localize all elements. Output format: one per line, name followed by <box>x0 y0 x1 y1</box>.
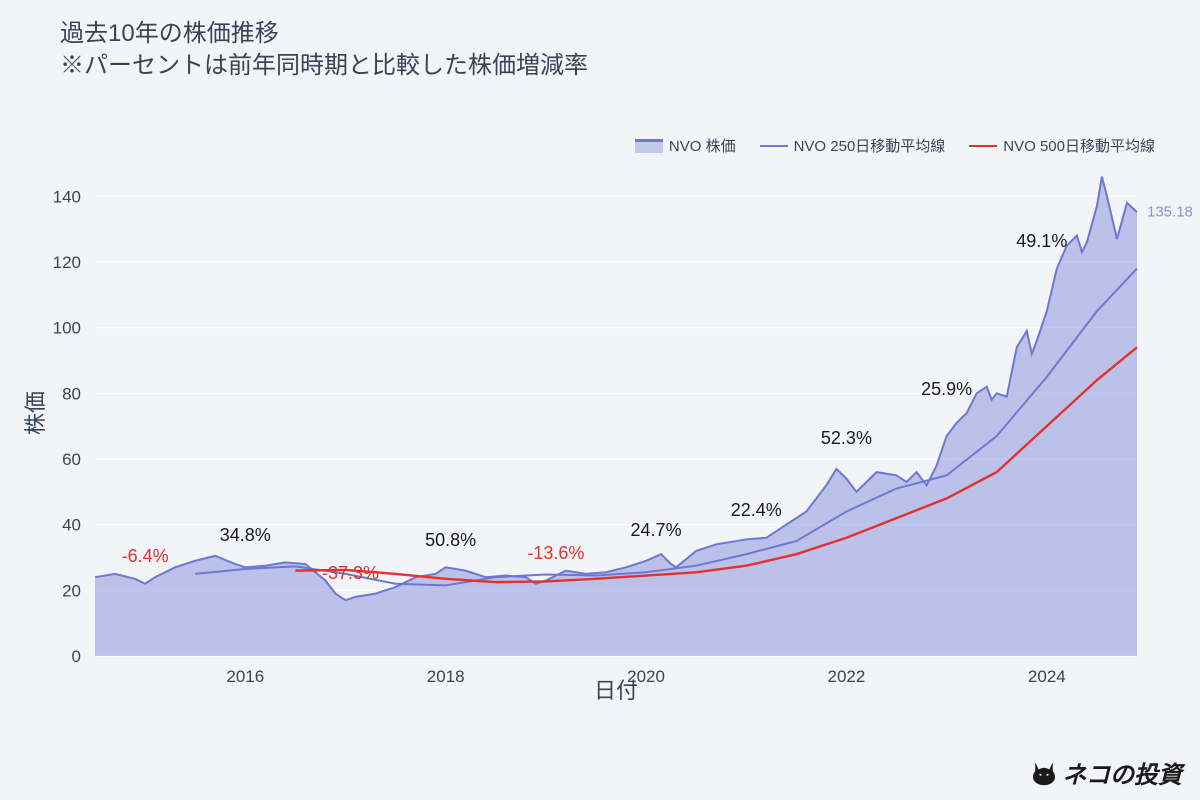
legend-item-ma500: NVO 500日移動平均線 <box>969 135 1155 156</box>
pct-annotation: 49.1% <box>1016 231 1067 252</box>
pct-annotation: 34.8% <box>220 525 271 546</box>
svg-text:120: 120 <box>53 253 81 272</box>
svg-text:20: 20 <box>62 581 81 600</box>
svg-text:2016: 2016 <box>226 667 264 686</box>
legend: NVO 株価 NVO 250日移動平均線 NVO 500日移動平均線 <box>635 135 1155 156</box>
watermark: ネコの投資 <box>1030 755 1182 790</box>
pct-annotation: 25.9% <box>921 379 972 400</box>
svg-text:100: 100 <box>53 319 81 338</box>
legend-item-area: NVO 株価 <box>635 135 736 156</box>
chart-title: 過去10年の株価推移 ※パーセントは前年同時期と比較した株価増減率 <box>0 0 1200 83</box>
pct-annotation: -37.3% <box>322 563 379 584</box>
svg-text:140: 140 <box>53 187 81 206</box>
pct-annotation: 24.7% <box>631 520 682 541</box>
pct-annotation: 22.4% <box>731 500 782 521</box>
svg-text:2018: 2018 <box>427 667 465 686</box>
chart-svg: 02040608010012014020162018202020222024日付… <box>95 170 1155 700</box>
svg-text:株価: 株価 <box>23 391 48 435</box>
pct-annotation: -6.4% <box>122 546 169 567</box>
svg-text:60: 60 <box>62 450 81 469</box>
title-line-1: 過去10年の株価推移 <box>60 18 1200 50</box>
chart-plot: 02040608010012014020162018202020222024日付… <box>95 170 1155 700</box>
pct-annotation: -13.6% <box>527 543 584 564</box>
watermark-text: ネコの投資 <box>1062 755 1182 790</box>
pct-annotation: 50.8% <box>425 530 476 551</box>
legend-label-ma250: NVO 250日移動平均線 <box>794 135 946 156</box>
title-line-2: ※パーセントは前年同時期と比較した株価増減率 <box>60 50 1200 82</box>
legend-label-ma500: NVO 500日移動平均線 <box>1003 135 1155 156</box>
svg-text:80: 80 <box>62 384 81 403</box>
svg-text:2024: 2024 <box>1028 667 1066 686</box>
svg-text:40: 40 <box>62 516 81 535</box>
legend-label-area: NVO 株価 <box>669 135 736 156</box>
svg-text:日付: 日付 <box>594 678 638 703</box>
pct-annotation: 52.3% <box>821 428 872 449</box>
area-swatch-icon <box>635 139 663 153</box>
line-swatch-red-icon <box>969 145 997 147</box>
legend-item-ma250: NVO 250日移動平均線 <box>760 135 946 156</box>
line-swatch-icon <box>760 145 788 147</box>
svg-text:0: 0 <box>72 647 81 666</box>
end-value-label: 135.18 <box>1147 204 1193 221</box>
cat-icon <box>1030 759 1058 787</box>
svg-text:2022: 2022 <box>828 667 866 686</box>
